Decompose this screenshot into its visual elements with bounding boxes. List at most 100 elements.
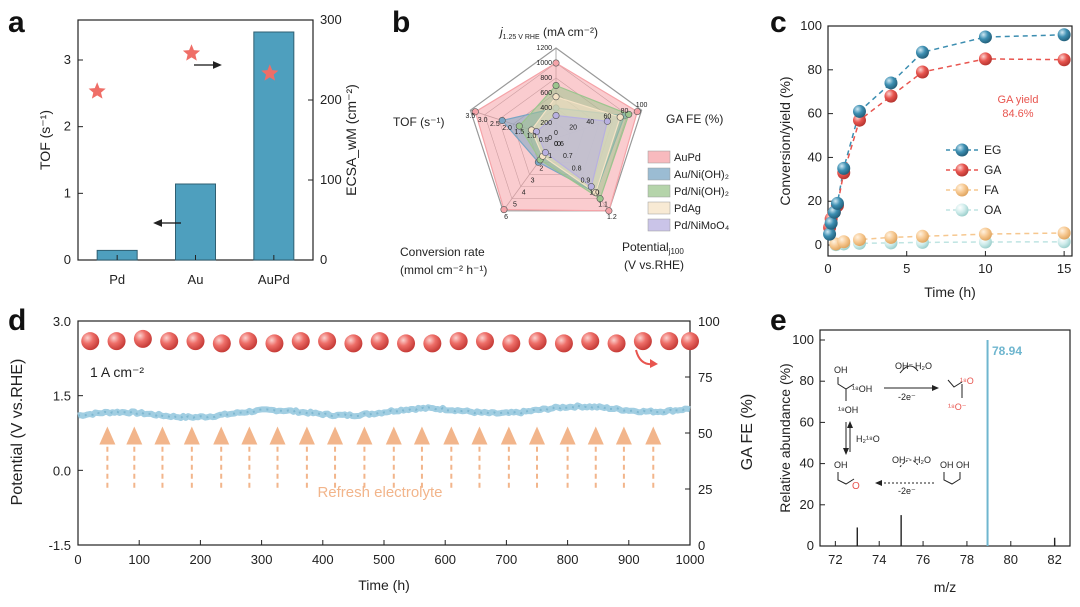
radar-legend-label: Pd/Ni(OH)₂ [674,186,729,198]
bar-aupd [253,31,295,261]
plot-frame-d [77,320,691,546]
panel-c: c 0 5 10 15 0 20 40 60 80 100 EG GA FA OA GA yield 8… [770,6,1073,300]
radar-point [633,108,641,116]
d-xtick-label: 600 [434,552,456,567]
radar-legend-swatch [647,167,671,181]
d-xtick-label: 100 [128,552,150,567]
c-point-eg [824,216,838,230]
c-ytick-label: 0 [815,237,822,252]
d-ylabel: Potential (V vs.RHE) [9,359,26,506]
scheme-oh-minus: OH⁻ [895,361,914,371]
d-y2tick-label: 100 [698,314,720,329]
radar-point [603,117,611,125]
radar-tick: 2 [539,165,543,172]
d-xtick-label: 400 [312,552,334,567]
radar-axis-labels: j1.25 V RHE (mA cm⁻²) GA FE (%) Potentialj… [393,25,723,277]
a-bars [96,31,295,261]
radar-axis-unit-3: (mmol cm⁻² h⁻¹) [400,263,487,277]
radar-legend-swatch [647,150,671,164]
d-xlabel: Time (h) [358,577,410,593]
a-ytick-label: 0 [64,252,71,267]
c-point-ga [1057,53,1071,67]
scheme-oh-right-1: OH [940,460,954,470]
fe-point [81,332,100,351]
scheme-bond-5 [837,472,855,485]
radar-tick: 800 [540,75,552,82]
radar-tick: 4 [522,190,526,197]
c-ytick-label: 20 [808,193,822,208]
potential-trace-markers [77,404,691,420]
c-lines [828,34,1065,246]
c-point-ga [884,89,898,103]
c-legend-marker [955,143,969,157]
e-xtick-label: 80 [1004,552,1018,567]
category-label-au: Au [188,272,204,287]
radar-point [587,183,595,191]
a-ytick-label: 3 [64,52,71,67]
peak-label: 78.94 [992,344,1022,358]
c-point-eg [915,45,929,59]
refresh-arrows [99,426,662,488]
radar-tick: 1.0 [589,190,599,197]
radar-tick: 40 [586,119,594,126]
c-point-fa [1057,226,1071,240]
a-ylabel: TOF (s⁻¹) [37,110,53,170]
radar-tick: 3 [531,177,535,184]
e-ytick-label: 80 [800,373,814,388]
radar-tick: 0 [557,141,561,148]
panel-letter-b: b [392,6,410,39]
fe-point [449,332,468,351]
fe-point [581,332,600,351]
radar-tick: 1.5 [514,129,524,136]
a-y2tick-label: 100 [320,172,342,187]
scheme-h2o: H₂O [915,361,932,371]
tof-star-aupd [261,64,279,81]
e-ytick-label: 0 [807,538,814,553]
c-points [823,28,1071,252]
radar-tick: 1.1 [598,202,608,209]
refresh-label: Refresh electrolyte [317,484,442,501]
tof-star-au [182,44,201,61]
panel-e: e 72 74 76 78 80 82 0 20 40 60 80 100 78.94 m/z Rel… [770,304,1071,595]
c-xtick-label: 15 [1057,261,1071,276]
c-ytick-label: 40 [808,149,822,164]
d-xtick-label: 900 [618,552,640,567]
scheme-minus2e: -2e⁻ [898,392,916,402]
scheme-o18h-2: ¹⁸OH [838,405,858,415]
plot-frame-e [819,329,1071,547]
scheme-bond-1 [837,377,855,390]
radar-point [625,110,633,118]
c-xtick-label: 5 [903,261,910,276]
radar-point [471,108,479,116]
d-ticks: 0 100 200 300 400 500 600 700 800 900 1000-1.50.01… [49,314,720,567]
c-legend-label-ga: GA [984,163,1001,177]
c-xlabel: Time (h) [924,284,976,300]
radar-legend-label: Au/Ni(OH)₂ [674,169,729,181]
fe-point [318,332,337,351]
radar-tick: 80 [621,108,629,115]
e-xtick-label: 82 [1047,552,1061,567]
scheme-curve-1 [899,365,919,374]
scheme-bond-6 [943,472,961,485]
scheme-o18-minus: ¹⁸O⁻ [948,402,967,412]
fe-point [660,332,679,351]
a-y2-ticks: 0 100 200 300 [308,12,342,267]
radar-point [552,93,560,101]
c-ytick-label: 80 [808,62,822,77]
e-xtick-label: 72 [828,552,842,567]
c-legend-marker [955,163,969,177]
radar-ticks: 0200400600800100012000204060801000.60.70… [466,45,648,221]
fe-point [212,334,231,353]
a-y2label: ECSA_wM (cm⁻²) [343,84,359,196]
c-point-fa [915,229,929,243]
scheme-curve-2 [899,459,919,468]
fe-point [502,334,521,353]
radar-tick: 200 [540,120,552,127]
e-ticks: 72 74 76 78 80 82 0 20 40 60 80 100 [792,332,1062,567]
d-xtick-label: 300 [251,552,273,567]
e-ytick-label: 100 [792,332,814,347]
radar-tick: 20 [569,124,577,131]
c-point-fa [978,227,992,241]
e-xtick-label: 74 [872,552,886,567]
